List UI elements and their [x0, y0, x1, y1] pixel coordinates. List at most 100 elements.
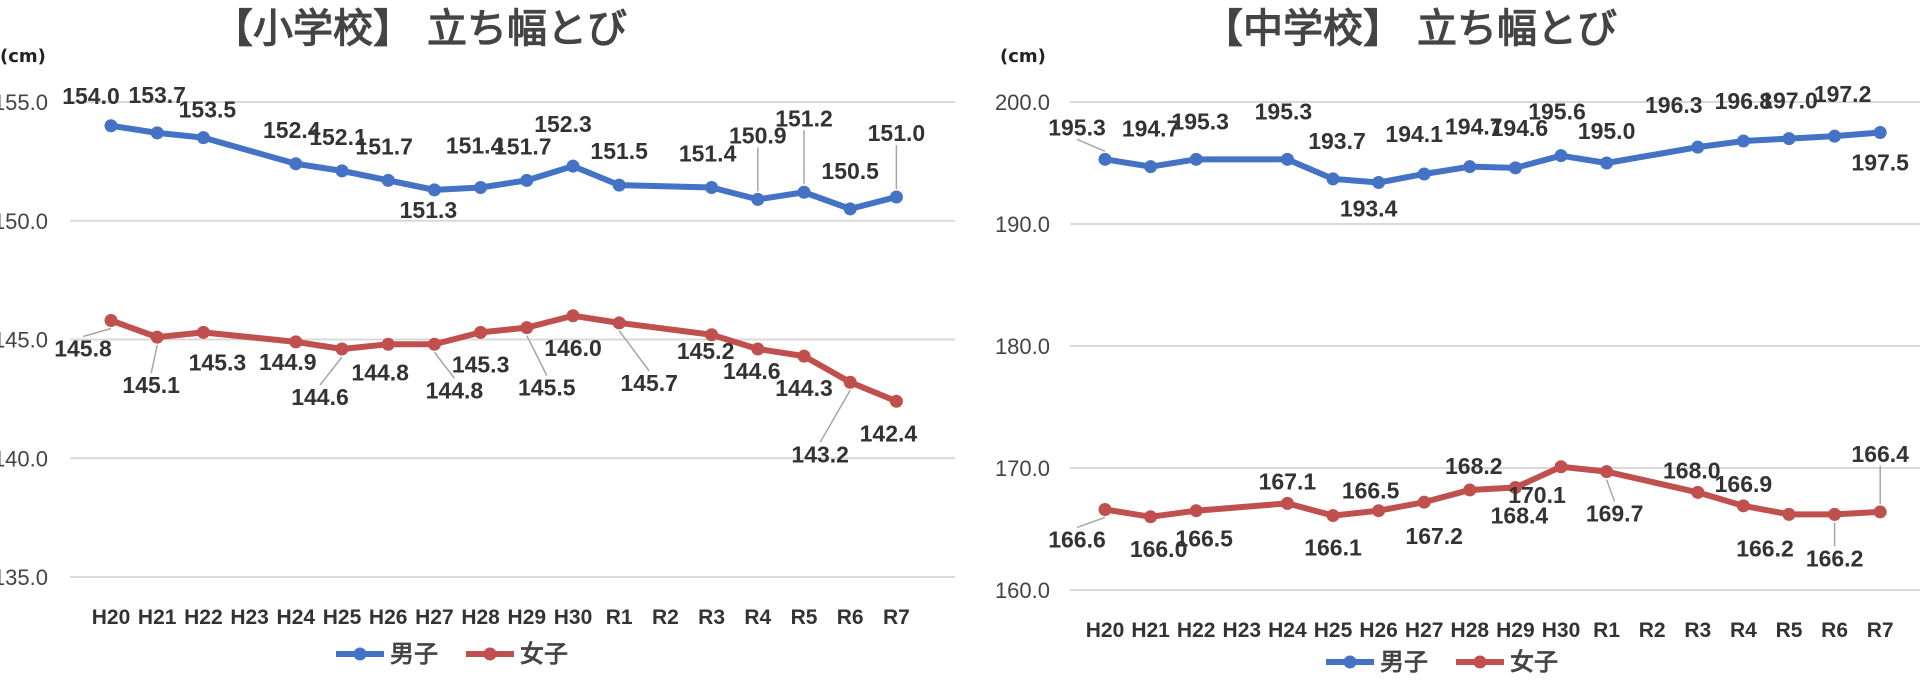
data-point [1144, 510, 1158, 524]
data-point [1463, 160, 1477, 174]
data-point [1873, 126, 1887, 139]
data-point [1828, 507, 1842, 521]
x-tick-label: R1 [1593, 619, 1620, 642]
data-label: 193.4 [1340, 196, 1398, 222]
data-point [889, 394, 903, 408]
data-label: 145.3 [452, 351, 510, 377]
data-label: 166.2 [1736, 535, 1794, 561]
data-point [612, 178, 626, 192]
x-tick-label: R2 [652, 606, 679, 629]
data-label: 145.8 [54, 336, 112, 362]
x-tick-label: H22 [1177, 619, 1216, 642]
legend-swatch-marker [1343, 655, 1357, 669]
data-label: 197.2 [1814, 81, 1872, 107]
data-point [1873, 505, 1887, 519]
leader-line [819, 389, 851, 443]
x-tick-label: H20 [1086, 619, 1125, 642]
data-label: 195.3 [1171, 108, 1229, 134]
x-tick-label: H24 [277, 606, 316, 629]
data-label: 145.3 [189, 349, 247, 375]
data-label: 144.6 [723, 358, 781, 384]
data-label: 195.0 [1578, 118, 1636, 144]
data-label: 145.7 [620, 370, 678, 396]
data-label: 145.1 [122, 372, 180, 398]
data-label: 144.6 [291, 384, 349, 410]
x-tick-label: H29 [1496, 619, 1535, 642]
data-label: 153.5 [179, 97, 237, 123]
data-label: 152.1 [309, 124, 367, 150]
data-point [474, 181, 488, 194]
series-line-boys [108, 122, 900, 212]
x-tick-label: R3 [1684, 619, 1711, 642]
data-label: 167.1 [1259, 468, 1317, 494]
data-label: 145.2 [677, 338, 735, 364]
data-label: 166.9 [1715, 471, 1773, 497]
leader-line [1076, 138, 1106, 153]
data-point [705, 328, 719, 342]
data-point [1554, 460, 1568, 474]
x-tick-label: R3 [698, 606, 725, 629]
x-tick-label: H25 [1314, 619, 1353, 642]
data-label: 194.6 [1491, 115, 1549, 141]
data-point [1417, 167, 1431, 181]
x-tick-label: H27 [1405, 619, 1444, 642]
y-tick-label: 190.0 [995, 212, 1050, 237]
data-point [427, 337, 441, 351]
x-tick-label: H21 [138, 606, 177, 629]
y-axis-unit: (cm) [1000, 46, 1046, 67]
x-tick-label: H27 [415, 606, 454, 629]
x-tick-label: R6 [1821, 619, 1848, 642]
data-label: 154.0 [62, 83, 120, 109]
leader-line [82, 327, 112, 338]
data-point [1098, 502, 1112, 516]
data-label: 194.1 [1385, 121, 1443, 147]
data-label: 168.2 [1445, 453, 1503, 479]
leader-line [618, 330, 650, 372]
data-point [889, 190, 903, 204]
x-tick-label: H30 [554, 606, 593, 629]
data-point [104, 119, 118, 133]
x-tick-label: H23 [1223, 619, 1262, 642]
y-tick-label: 160.0 [995, 578, 1050, 603]
chart-2: 【中学校】 立ち幅とび (cm) 160.0 170.0 180.0 190.0 200.0… [995, 6, 1920, 676]
legend: 男子 女子 [1326, 648, 1558, 676]
y-tick-label: 200.0 [995, 90, 1050, 115]
data-point [1600, 465, 1614, 479]
data-label: 197.5 [1851, 150, 1909, 176]
chart-title: 【小学校】 立ち幅とび [213, 6, 627, 52]
x-tick-label: R4 [744, 606, 771, 629]
x-tick-label: R1 [606, 606, 633, 629]
data-point [843, 202, 857, 216]
data-label: 169.7 [1586, 501, 1644, 527]
data-point [427, 183, 441, 197]
data-point [1600, 156, 1614, 170]
data-point [1280, 152, 1294, 166]
legend-label: 男子 [390, 640, 438, 668]
legend-swatch-marker [353, 647, 367, 661]
data-point [1144, 160, 1158, 174]
data-point [1280, 496, 1294, 510]
x-tick-label: R2 [1639, 619, 1666, 642]
data-label: 145.5 [518, 375, 576, 401]
data-label: 150.5 [821, 158, 879, 184]
data-point [196, 131, 210, 145]
data-label: 144.9 [259, 349, 317, 375]
data-point [1782, 132, 1796, 146]
x-tick-label: H26 [1359, 619, 1398, 642]
data-label: 166.4 [1851, 441, 1909, 467]
x-tick-label: R6 [837, 606, 864, 629]
data-point [566, 309, 580, 323]
x-tick-label: H29 [508, 606, 547, 629]
data-point [104, 314, 118, 327]
leader-line [526, 335, 548, 376]
data-label: 142.4 [860, 420, 918, 446]
data-point [150, 126, 164, 140]
data-label: 195.3 [1255, 98, 1313, 124]
data-point [1417, 495, 1431, 509]
leader-line [1605, 479, 1616, 502]
data-label: 143.2 [791, 441, 849, 467]
data-point [751, 192, 765, 206]
data-point [381, 173, 395, 187]
